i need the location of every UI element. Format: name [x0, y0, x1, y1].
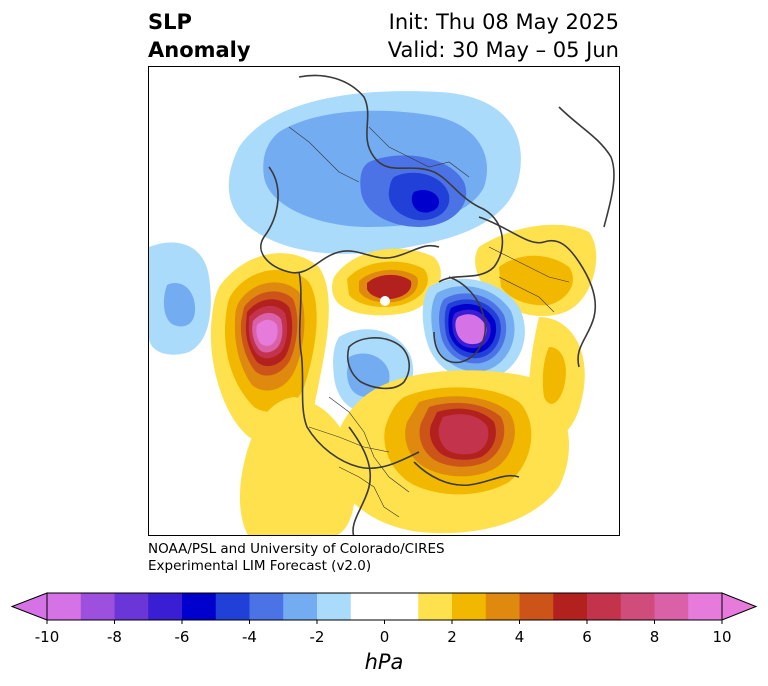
- colorbar-segment: [317, 593, 352, 620]
- anomaly-west-pacific-low: [149, 242, 211, 355]
- colorbar-segment: [418, 593, 453, 620]
- colorbar-segment: [215, 593, 250, 620]
- colorbar-tick-label: 10: [712, 628, 732, 646]
- date-block: Init: Thu 08 May 2025 Valid: 30 May – 05…: [388, 8, 619, 64]
- map-svg: [149, 74, 615, 535]
- colorbar-tick-label: 8: [649, 628, 660, 646]
- coastlines: [260, 74, 615, 535]
- colorbar-segment: [654, 593, 689, 620]
- colorbar-segment: [47, 593, 82, 620]
- init-date: Init: Thu 08 May 2025: [388, 10, 619, 34]
- colorbar-segment: [283, 593, 318, 620]
- anomaly-north-pacific-high: [210, 253, 329, 444]
- colorbar-tick-label: 6: [582, 628, 592, 646]
- colorbar: -10 -8 -6 -4 -2 0 2 4 6 8 10 hPa: [0, 588, 768, 678]
- colorbar-segment: [587, 593, 622, 620]
- colorbar-tick-label: 4: [514, 628, 525, 646]
- colorbar-segment: [519, 593, 554, 620]
- colorbar-svg: [10, 592, 758, 624]
- valid-date: Valid: 30 May – 05 Jun: [387, 38, 619, 62]
- colorbar-unit-label: hPa: [364, 650, 404, 674]
- colorbar-segment: [620, 593, 655, 620]
- colorbar-tick-label: -8: [107, 628, 122, 646]
- colorbar-segment: [350, 593, 385, 620]
- credit-line2: Experimental LIM Forecast (v2.0): [148, 558, 372, 574]
- title-block: SLP Anomaly: [148, 8, 251, 64]
- colorbar-segment: [114, 593, 149, 620]
- colorbar-tick-label: -2: [309, 628, 325, 646]
- colorbar-segment: [553, 593, 588, 620]
- country-borders: [288, 126, 570, 518]
- credit-text: NOAA/PSL and University of Colorado/CIRE…: [148, 541, 445, 575]
- credit-line1: NOAA/PSL and University of Colorado/CIRE…: [148, 541, 445, 557]
- colorbar-tick-label: -10: [34, 628, 60, 646]
- colorbar-segment: [182, 593, 217, 620]
- colorbar-tick-label: -4: [242, 628, 257, 646]
- anomaly-barents-high: [332, 248, 441, 316]
- colorbar-extend-low: [10, 592, 48, 621]
- colorbar-segment: [452, 593, 487, 620]
- title-line2: Anomaly: [148, 38, 251, 62]
- anomaly-eurasian-low: [228, 91, 521, 254]
- colorbar-tick-label: 2: [447, 628, 457, 646]
- colorbar-tick-label: -6: [174, 628, 190, 646]
- colorbar-segment: [485, 593, 520, 620]
- colorbar-extend-high: [721, 592, 758, 621]
- colorbar-segment: [688, 593, 723, 620]
- colorbar-segment: [80, 593, 115, 620]
- anomaly-southern-band: [240, 317, 585, 535]
- colorbar-tick-label: 0: [379, 628, 390, 646]
- slp-anomaly-map: [148, 66, 620, 536]
- colorbar-segment: [384, 593, 419, 620]
- colorbar-segment: [148, 593, 183, 620]
- title-line1: SLP: [148, 10, 192, 34]
- colorbar-segment: [249, 593, 284, 620]
